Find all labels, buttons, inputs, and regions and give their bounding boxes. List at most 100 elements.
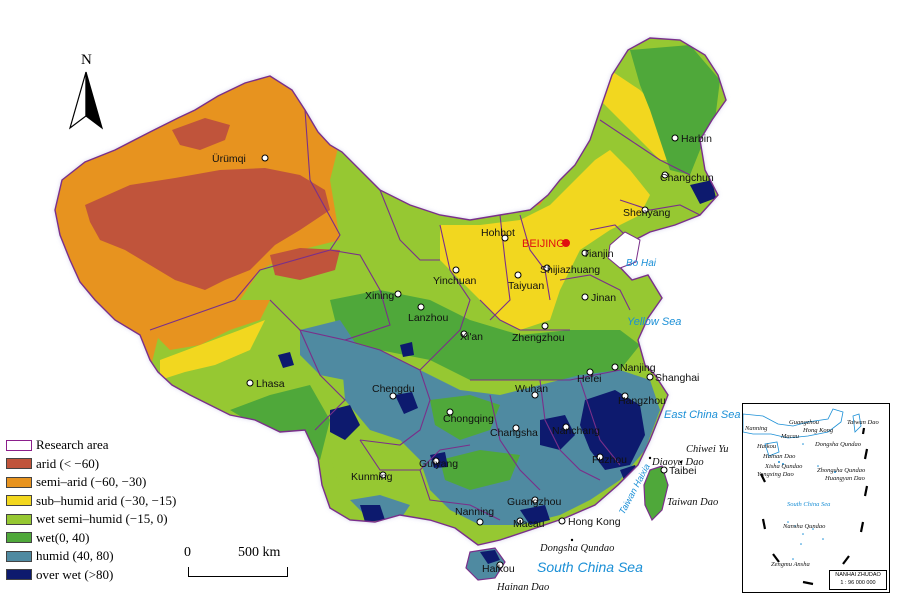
city-label-changchun: Changchun <box>660 172 714 184</box>
island-dot-diaoyu <box>648 456 652 460</box>
border-hebei <box>519 214 551 301</box>
city-label-urumqi: Ürümqi <box>212 153 246 165</box>
border-shandong <box>559 274 631 311</box>
north-arrow-label: N <box>81 52 92 68</box>
city-marker-shanghai <box>646 373 654 381</box>
island-label-chiwei-yu: Chiwei Yu <box>686 444 729 455</box>
legend-row: over wet (>80) <box>6 566 176 585</box>
city-label-shenyang: Shenyang <box>623 207 670 219</box>
legend-row: sub–humid arid (−30, −15) <box>6 492 176 511</box>
island-dot-chiwei <box>679 460 683 464</box>
inset-islands <box>778 443 836 560</box>
inset-label-haikou: Haikou <box>756 443 777 450</box>
city-label-shijiazhuang: Shijiazhuang <box>540 264 600 276</box>
city-marker-changchun <box>661 171 669 179</box>
city-label-nanchang: Nanchang <box>552 425 600 437</box>
city-label-wuhan: Wuhan <box>515 383 548 395</box>
city-marker-hohhot <box>501 234 509 242</box>
inset-coastline <box>742 408 844 439</box>
city-marker-wuhan <box>531 391 539 399</box>
bo-hai-water <box>607 231 641 269</box>
city-marker-lanzhou <box>417 303 425 311</box>
border-tibet-sichuan <box>299 329 346 431</box>
city-marker-haikou <box>496 561 504 569</box>
inset-label-hainan-dao: Hainan Dao <box>762 453 796 460</box>
city-markers <box>246 134 679 569</box>
zone-wet-hunan <box>430 395 500 440</box>
city-marker-fuzhou <box>596 453 604 461</box>
city-marker-lhasa <box>246 379 254 387</box>
zone-arid-qaidam <box>270 248 340 280</box>
city-label-chengdu: Chengdu <box>372 383 415 395</box>
border-sichuan <box>344 339 431 446</box>
legend-label: over wet (>80) <box>36 566 114 582</box>
city-label-changsha: Changsha <box>490 427 538 439</box>
city-label-guiyang: Guiyang <box>419 458 458 470</box>
north-arrow-icon <box>68 71 104 130</box>
island-label-dongsha-qundao: Dongsha Qundao <box>539 543 614 554</box>
city-marker-hefei <box>586 368 594 376</box>
zone-sub-humid-north-china <box>440 150 650 330</box>
zone-wet-central <box>330 290 640 380</box>
city-marker-macau <box>516 517 524 525</box>
island-label-diaoyu-dao: Diaoyu Dao <box>651 457 704 468</box>
inset-label-hong-kong: Hong Kong <box>802 427 834 434</box>
city-label-chongqing: Chongqing <box>443 413 494 425</box>
city-label-hefei: Hefei <box>577 373 602 385</box>
city-label-hohhot: Hohhot <box>481 227 515 239</box>
legend-label: humid (40, 80) <box>36 548 114 564</box>
legend-swatch <box>6 550 32 562</box>
inset-label-taiwan-dao: Taiwan Dao <box>847 419 879 426</box>
legend-label: arid (< −60) <box>36 455 100 471</box>
zone-over-wet-zhejiang <box>580 390 645 470</box>
city-label-nanning: Nanning <box>455 506 494 518</box>
scale-bar-start-label: 0 <box>184 545 191 560</box>
zone-humid <box>340 340 660 525</box>
hainan-over-wet <box>480 550 500 564</box>
border-zhejiang <box>579 379 621 466</box>
inset-label-huangyan-dao: Huangyan Dao <box>824 475 866 482</box>
inset-label-south-china-sea: South China Sea <box>787 501 830 508</box>
inset-taiwan <box>852 413 862 433</box>
scale-bar: 0 500 km <box>184 545 318 585</box>
city-label-taibei: Taibei <box>669 465 696 477</box>
border-hunan <box>489 394 541 491</box>
city-marker-urumqi <box>261 154 269 162</box>
legend-swatch <box>6 513 32 525</box>
inset-label-yongxing-dao: Yongxing Dao <box>757 471 795 478</box>
city-label-xining: Xining <box>365 290 394 302</box>
city-marker-beijing <box>562 239 570 247</box>
border-jilin <box>619 199 701 216</box>
zone-semi-arid-tibet <box>150 300 270 350</box>
border-henan <box>479 299 570 331</box>
border-jiangxi <box>539 379 601 481</box>
legend-label-research-area: Research area <box>36 437 109 453</box>
inset-label-zengmu-ansha: Zengmu Ansha <box>771 561 810 568</box>
city-marker-hangzhou <box>621 392 629 400</box>
city-marker-kunming <box>379 471 387 479</box>
zone-over-wet-shaanxi <box>400 342 414 357</box>
city-label-xian: Xi'an <box>460 331 483 343</box>
city-label-haikou: Haikou <box>482 563 515 575</box>
inset-scale-title: NANHAI ZHUDAO <box>835 572 881 578</box>
city-label-nanjing: Nanjing <box>620 362 656 374</box>
city-label-macau: Macau <box>513 518 545 530</box>
legend-row-research-area: Research area <box>6 436 176 455</box>
city-label-taiyuan: Taiyuan <box>508 280 544 292</box>
city-marker-taiyuan <box>514 271 522 279</box>
legend-row: semi–arid (−60, −30) <box>6 473 176 492</box>
zone-over-wet-tibet <box>278 352 294 368</box>
city-label-kunming: Kunming <box>351 471 393 483</box>
zone-over-wet-sichuan <box>395 392 418 414</box>
scale-bar-line <box>188 567 288 577</box>
city-marker-chengdu <box>389 392 397 400</box>
inset-label-nanning: Nanning <box>744 425 768 432</box>
legend-label: wet(0, 40) <box>36 529 90 545</box>
inset-label-zhongsha-qundao: Zhongsha Qundao <box>817 467 866 474</box>
border-guangxi <box>419 469 501 521</box>
city-label-fuzhou: Fuzhou <box>592 454 627 466</box>
inset-label-macau: Macau <box>780 433 800 440</box>
city-marker-chongqing <box>446 408 454 416</box>
inset-nine-dash-line <box>760 427 869 586</box>
